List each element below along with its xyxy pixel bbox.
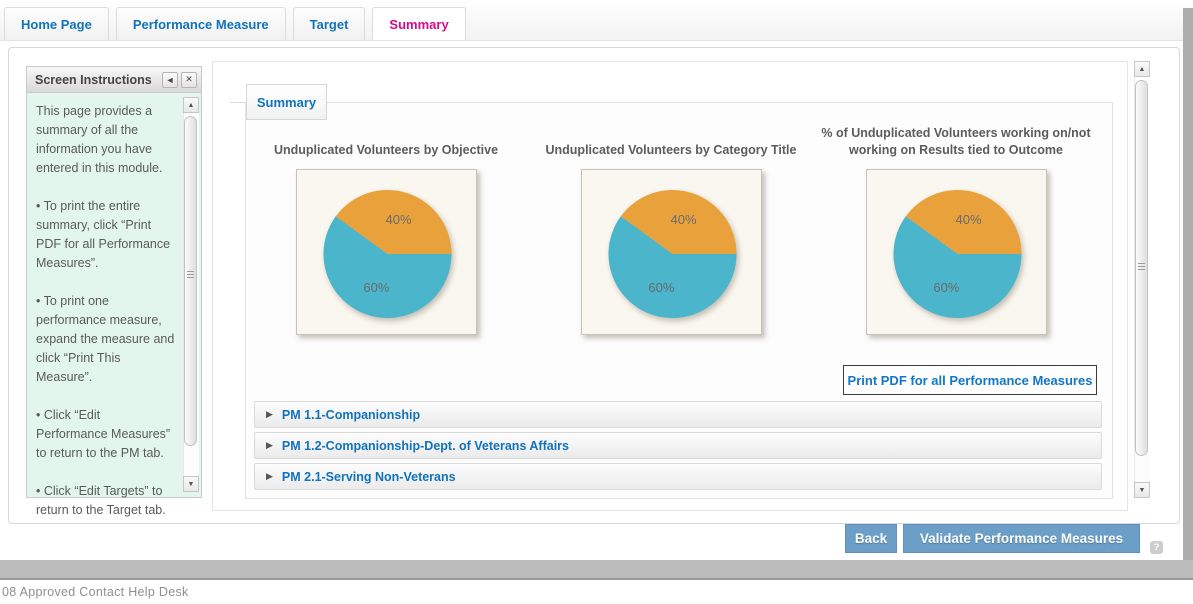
scrollbar-thumb[interactable] [184, 116, 197, 446]
divider [230, 102, 247, 103]
instruction-paragraph: • Click “Edit Targets” to return to the … [36, 484, 166, 517]
chart-volunteers-by-objective: Unduplicated Volunteers by Objective 40%… [226, 111, 546, 335]
pie-slice [335, 190, 451, 254]
pie-chart: 40% 60% [608, 190, 736, 318]
scroll-up-button[interactable]: ▲ [1134, 61, 1150, 77]
chart-box: 40% 60% [580, 169, 762, 335]
collapse-panel-button[interactable]: ◄ [162, 71, 178, 88]
measure-row-pm-1-1[interactable]: ▶ PM 1.1-Companionship [254, 401, 1102, 428]
close-panel-button[interactable]: ✕ [181, 71, 197, 88]
up-arrow-icon: ▲ [187, 101, 195, 109]
scroll-up-button[interactable]: ▲ [183, 97, 199, 113]
tab-performance-measure[interactable]: Performance Measure [115, 7, 286, 40]
pie-slice [893, 216, 1021, 318]
screen-instructions-text: This page provides a summary of all the … [27, 93, 201, 517]
measure-row-pm-2-1[interactable]: ▶ PM 2.1-Serving Non-Veterans [254, 463, 1102, 490]
chart-box: 40% 60% [865, 169, 1047, 335]
screen-instructions-panel: Screen Instructions ◄ ✕ This page provid… [26, 66, 202, 517]
pie-chart: 40% 60% [893, 190, 1021, 318]
help-icon[interactable]: ? [1150, 541, 1163, 554]
statusbar: 08 Approved Contact Help Desk [0, 578, 1193, 604]
chart-title: % of Unduplicated Volunteers working on/… [821, 126, 1091, 157]
scroll-down-button[interactable]: ▼ [1134, 482, 1150, 498]
close-icon: ✕ [185, 74, 193, 84]
chart-volunteers-by-category: Unduplicated Volunteers by Category Titl… [511, 111, 831, 335]
main-scrollbar: ▲ ▼ [1134, 61, 1150, 498]
scrollbar-thumb[interactable] [1135, 80, 1148, 456]
chart-box: 40% 60% [295, 169, 477, 335]
expand-caret-icon: ▶ [266, 440, 273, 450]
print-pdf-all-button[interactable]: Print PDF for all Performance Measures [843, 365, 1097, 395]
chart-title: Unduplicated Volunteers by Objective [273, 143, 499, 157]
pie-slice-label: 40% [385, 212, 411, 227]
summary-content-panel: Summary Unduplicated Volunteers by Objec… [212, 61, 1128, 511]
pie-slice [620, 190, 736, 254]
tab-summary[interactable]: Summary [372, 7, 466, 40]
summary-inner-panel: Unduplicated Volunteers by Objective 40%… [245, 102, 1113, 499]
bottom-divider-strip [0, 560, 1193, 578]
instruction-paragraph: This page provides a summary of all the … [36, 104, 163, 175]
scroll-down-button[interactable]: ▼ [183, 476, 199, 492]
scrollbar-grip [1138, 263, 1145, 271]
chart-title: Unduplicated Volunteers by Category Titl… [545, 143, 797, 157]
pie-slice-label: 60% [363, 280, 389, 295]
expand-caret-icon: ▶ [266, 409, 273, 419]
pie-slice [905, 190, 1021, 254]
screen-instructions-header: Screen Instructions ◄ ✕ [27, 67, 201, 93]
pie-slice-label: 60% [648, 280, 674, 295]
pie-slice-label: 40% [955, 212, 981, 227]
sidebar-scrollbar: ▲ ▼ [183, 97, 199, 492]
tab-target[interactable]: Target [292, 7, 366, 40]
pie-chart: 40% 60% [323, 190, 451, 318]
measure-row-label: PM 1.1-Companionship [281, 407, 421, 422]
left-arrow-icon: ◄ [165, 74, 175, 85]
window-edge [1183, 8, 1193, 560]
chart-volunteers-by-outcome: % of Unduplicated Volunteers working on/… [796, 111, 1116, 335]
screen-instructions-title: Screen Instructions [35, 72, 152, 87]
down-arrow-icon: ▼ [187, 480, 195, 488]
page-panel: Screen Instructions ◄ ✕ This page provid… [8, 47, 1180, 524]
pie-slice-label: 40% [670, 212, 696, 227]
subtab-summary[interactable]: Summary [246, 84, 327, 120]
down-arrow-icon: ▼ [1138, 486, 1146, 494]
back-button[interactable]: Back [845, 524, 897, 553]
validate-performance-measures-button[interactable]: Validate Performance Measures [903, 524, 1140, 553]
measure-row-pm-1-2[interactable]: ▶ PM 1.2-Companionship-Dept. of Veterans… [254, 432, 1102, 459]
instruction-paragraph: • To print the entire summary, click “Pr… [36, 199, 171, 270]
measure-row-label: PM 1.2-Companionship-Dept. of Veterans A… [281, 438, 570, 453]
tab-home-page[interactable]: Home Page [4, 7, 109, 40]
expand-caret-icon: ▶ [266, 471, 273, 481]
pie-slice [323, 216, 451, 318]
module-tabbar: Home Page Performance Measure Target Sum… [0, 0, 1193, 41]
statusbar-text: 08 Approved Contact Help Desk [2, 585, 189, 599]
pie-slice [608, 216, 736, 318]
pie-slice-label: 60% [933, 280, 959, 295]
instruction-paragraph: • To print one performance measure, expa… [36, 294, 175, 384]
measure-row-label: PM 2.1-Serving Non-Veterans [281, 469, 456, 484]
instruction-paragraph: • Click “Edit Performance Measures” to r… [36, 408, 171, 460]
scrollbar-grip [187, 271, 194, 279]
up-arrow-icon: ▲ [1138, 65, 1146, 73]
